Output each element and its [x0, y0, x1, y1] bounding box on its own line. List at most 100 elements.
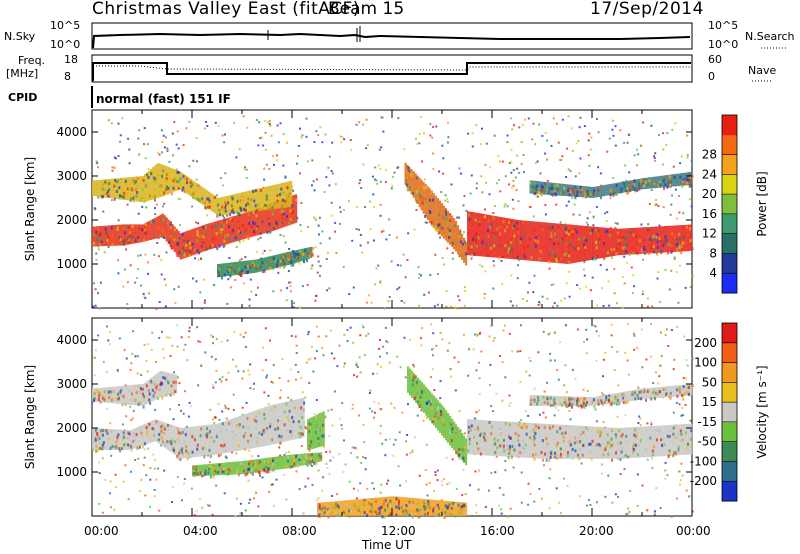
- power-echo-column: [260, 258, 263, 272]
- power-speckle: [138, 197, 141, 201]
- power-speckle: [620, 239, 623, 243]
- velocity-scatter-pixel: [475, 411, 478, 414]
- velocity-scatter-pixel: [650, 323, 653, 325]
- power-speckle: [211, 244, 214, 247]
- power-speckle: [255, 214, 258, 218]
- velocity-echo-column: [166, 423, 169, 450]
- power-scatter-pixel: [630, 266, 633, 269]
- velocity-speckle: [123, 443, 126, 447]
- velocity-speckle: [502, 444, 505, 448]
- velocity-scatter-pixel: [371, 482, 374, 485]
- power-scatter-pixel: [656, 277, 659, 280]
- power-echo-column: [560, 223, 563, 264]
- power-speckle: [429, 191, 432, 195]
- power-speckle: [172, 179, 175, 183]
- power-speckle: [461, 242, 464, 246]
- velocity-speckle: [434, 416, 437, 420]
- power-speckle: [196, 233, 199, 237]
- velocity-speckle: [690, 444, 693, 448]
- velocity-speckle: [548, 458, 551, 462]
- velocity-speckle: [569, 443, 572, 447]
- velocity-echo-column: [407, 497, 410, 516]
- velocity-speckle: [417, 509, 420, 513]
- velocity-echo-column: [461, 432, 464, 461]
- velocity-echo-column: [132, 429, 135, 450]
- power-scatter-pixel: [214, 121, 217, 124]
- velocity-scatter-pixel: [253, 382, 256, 385]
- velocity-echo-column: [617, 392, 620, 403]
- velocity-speckle: [542, 458, 544, 462]
- power-speckle: [185, 249, 188, 253]
- velocity-speckle: [663, 443, 666, 447]
- power-scatter-pixel: [289, 290, 292, 293]
- power-speckle: [253, 231, 256, 235]
- power-scatter-pixel: [203, 278, 206, 281]
- velocity-speckle: [494, 440, 497, 443]
- velocity-speckle: [110, 398, 113, 402]
- power-scatter-pixel: [659, 301, 662, 304]
- velocity-scatter-pixel: [563, 477, 565, 480]
- velocity-speckle: [315, 430, 317, 434]
- power-scatter-pixel: [460, 172, 462, 175]
- power-speckle: [160, 184, 163, 188]
- velocity-speckle: [293, 462, 296, 466]
- power-scatter-pixel: [396, 264, 399, 267]
- power-scatter-pixel: [255, 293, 258, 296]
- velocity-echo-column: [248, 412, 251, 449]
- power-scatter-pixel: [592, 224, 595, 227]
- velocity-speckle: [108, 396, 111, 399]
- power-scatter-pixel: [586, 223, 589, 226]
- power-echo-column: [257, 207, 260, 236]
- velocity-scatter-pixel: [658, 375, 661, 378]
- velocity-speckle: [608, 394, 611, 398]
- velocity-scatter-pixel: [365, 334, 368, 337]
- velocity-echo-column: [365, 498, 368, 516]
- power-echo-column: [272, 255, 275, 269]
- power-scatter-pixel: [447, 121, 449, 124]
- power-speckle: [97, 191, 100, 195]
- velocity-speckle: [541, 439, 544, 443]
- velocity-speckle: [171, 439, 174, 443]
- power-colorbar-label: 8: [709, 246, 717, 260]
- velocity-colorbar-segment: [722, 342, 737, 364]
- power-scatter-pixel: [488, 193, 491, 196]
- power-speckle: [636, 245, 639, 249]
- velocity-speckle: [651, 453, 654, 457]
- velocity-echo-column: [457, 427, 460, 456]
- power-echo-column: [125, 224, 128, 245]
- power-speckle: [585, 238, 588, 241]
- power-scatter-pixel: [384, 181, 387, 184]
- velocity-speckle: [102, 441, 105, 445]
- power-speckle: [129, 231, 131, 235]
- power-speckle: [565, 242, 568, 246]
- power-scatter-pixel: [642, 258, 644, 261]
- velocity-scatter-pixel: [248, 502, 251, 505]
- power-scatter-pixel: [637, 153, 640, 156]
- velocity-speckle: [263, 412, 266, 416]
- velocity-speckle: [315, 462, 318, 466]
- power-speckle: [219, 230, 222, 234]
- velocity-speckle: [151, 388, 154, 392]
- velocity-speckle: [289, 430, 292, 433]
- velocity-echo-column: [668, 425, 671, 456]
- power-speckle: [615, 184, 618, 188]
- power-scatter-pixel: [296, 162, 298, 165]
- power-speckle: [668, 183, 671, 187]
- velocity-speckle: [123, 401, 126, 405]
- velocity-echo-column: [543, 395, 546, 406]
- power-scatter-pixel: [334, 221, 337, 224]
- velocity-speckle: [270, 409, 273, 413]
- velocity-echo-column: [399, 496, 402, 516]
- power-speckle: [99, 242, 102, 246]
- velocity-speckle: [277, 427, 280, 431]
- velocity-scatter-pixel: [224, 455, 227, 458]
- power-echo-column: [291, 195, 294, 225]
- velocity-scatter-pixel: [502, 329, 505, 332]
- power-scatter-pixel: [590, 136, 593, 139]
- velocity-scatter-pixel: [568, 410, 571, 412]
- velocity-speckle: [635, 432, 638, 436]
- velocity-speckle: [677, 448, 680, 452]
- velocity-scatter-pixel: [569, 418, 572, 421]
- power-scatter-pixel: [250, 290, 253, 293]
- velocity-scatter-pixel: [171, 486, 174, 489]
